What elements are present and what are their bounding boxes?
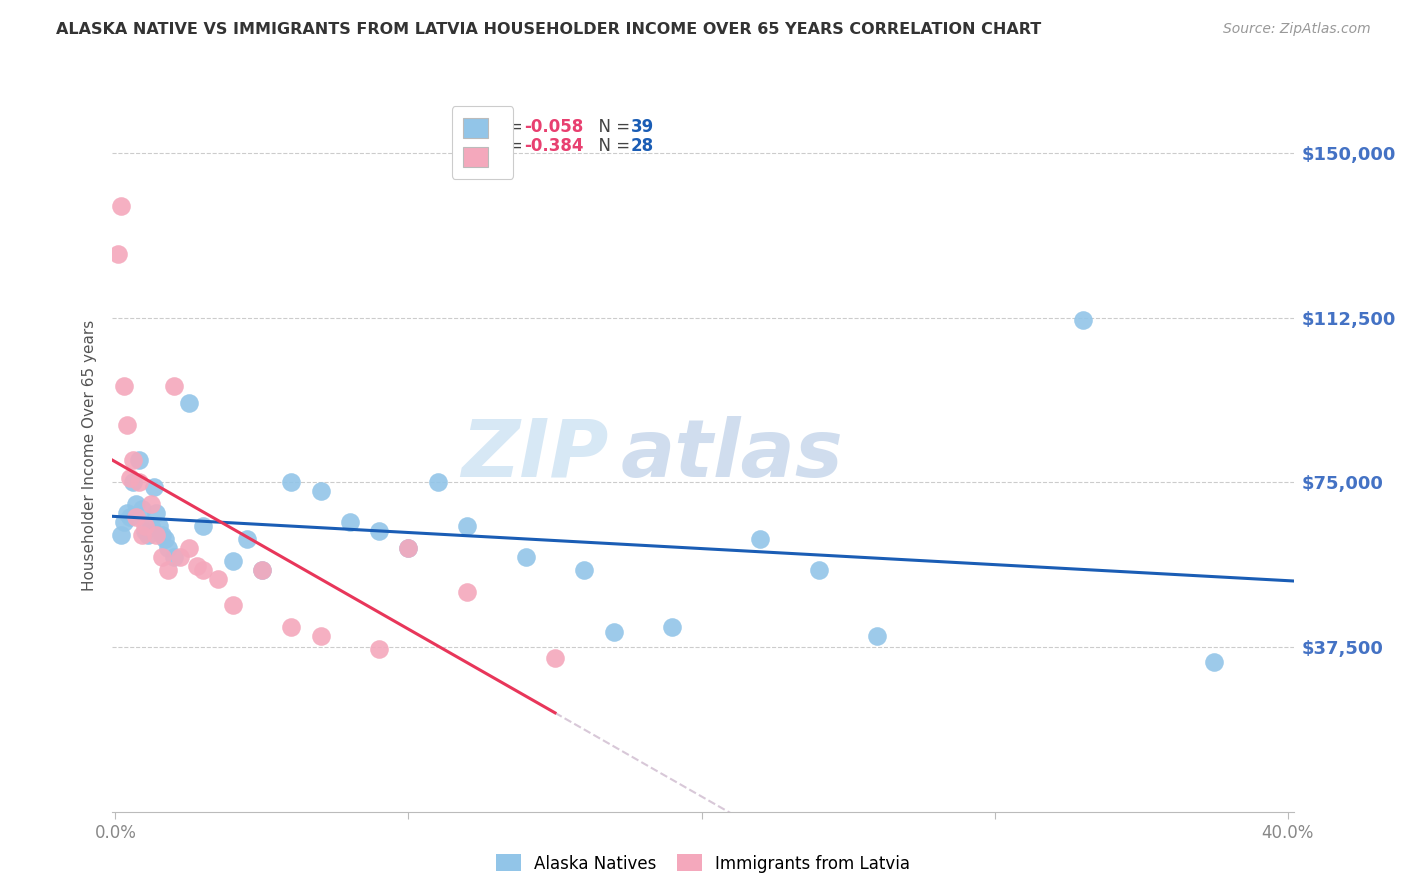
- Point: [134, 519, 156, 533]
- Point: [122, 475, 145, 490]
- Point: [177, 396, 200, 410]
- Point: [456, 585, 478, 599]
- Point: [280, 475, 302, 490]
- Point: [456, 519, 478, 533]
- Point: [131, 501, 153, 516]
- Point: [368, 524, 391, 538]
- Point: [309, 629, 332, 643]
- Point: [139, 519, 162, 533]
- Point: [1071, 313, 1094, 327]
- Point: [145, 528, 167, 542]
- Text: R =: R =: [492, 137, 527, 155]
- Point: [128, 475, 150, 490]
- Text: -0.384: -0.384: [524, 137, 583, 155]
- Point: [125, 510, 148, 524]
- Text: 28: 28: [631, 137, 654, 155]
- Text: R =: R =: [492, 118, 527, 136]
- Text: Source: ZipAtlas.com: Source: ZipAtlas.com: [1223, 22, 1371, 37]
- Text: N =: N =: [588, 118, 636, 136]
- Point: [207, 572, 229, 586]
- Point: [110, 199, 132, 213]
- Point: [426, 475, 449, 490]
- Point: [749, 533, 772, 547]
- Point: [398, 541, 420, 556]
- Point: [112, 378, 135, 392]
- Point: [186, 558, 208, 573]
- Point: [125, 497, 148, 511]
- Point: [142, 480, 165, 494]
- Point: [139, 497, 162, 511]
- Point: [107, 247, 129, 261]
- Point: [574, 563, 596, 577]
- Point: [150, 528, 173, 542]
- Point: [661, 620, 683, 634]
- Point: [807, 563, 830, 577]
- Point: [544, 651, 567, 665]
- Point: [236, 533, 259, 547]
- Legend: Alaska Natives, Immigrants from Latvia: Alaska Natives, Immigrants from Latvia: [489, 847, 917, 880]
- Text: 39: 39: [631, 118, 654, 136]
- Y-axis label: Householder Income Over 65 years: Householder Income Over 65 years: [82, 319, 97, 591]
- Point: [193, 563, 215, 577]
- Point: [157, 563, 180, 577]
- Text: N =: N =: [588, 137, 636, 155]
- Point: [145, 506, 167, 520]
- Text: ALASKA NATIVE VS IMMIGRANTS FROM LATVIA HOUSEHOLDER INCOME OVER 65 YEARS CORRELA: ALASKA NATIVE VS IMMIGRANTS FROM LATVIA …: [56, 22, 1042, 37]
- Point: [602, 624, 624, 639]
- Point: [131, 528, 153, 542]
- Point: [221, 554, 243, 568]
- Legend: , : ,: [451, 106, 513, 178]
- Point: [177, 541, 200, 556]
- Point: [128, 453, 150, 467]
- Point: [250, 563, 273, 577]
- Point: [122, 453, 145, 467]
- Point: [398, 541, 420, 556]
- Text: -0.058: -0.058: [524, 118, 583, 136]
- Point: [280, 620, 302, 634]
- Point: [115, 418, 138, 433]
- Point: [120, 471, 142, 485]
- Point: [515, 549, 537, 564]
- Point: [150, 549, 173, 564]
- Point: [221, 599, 243, 613]
- Point: [866, 629, 889, 643]
- Text: atlas: atlas: [620, 416, 844, 494]
- Point: [112, 515, 135, 529]
- Point: [368, 642, 391, 657]
- Point: [163, 378, 186, 392]
- Point: [136, 528, 159, 542]
- Point: [110, 528, 132, 542]
- Point: [157, 541, 180, 556]
- Point: [1204, 656, 1226, 670]
- Point: [134, 524, 156, 538]
- Point: [120, 510, 142, 524]
- Point: [115, 506, 138, 520]
- Point: [155, 533, 177, 547]
- Point: [148, 519, 170, 533]
- Text: ZIP: ZIP: [461, 416, 609, 494]
- Point: [309, 484, 332, 499]
- Point: [339, 515, 361, 529]
- Point: [250, 563, 273, 577]
- Point: [169, 549, 191, 564]
- Point: [163, 549, 186, 564]
- Point: [193, 519, 215, 533]
